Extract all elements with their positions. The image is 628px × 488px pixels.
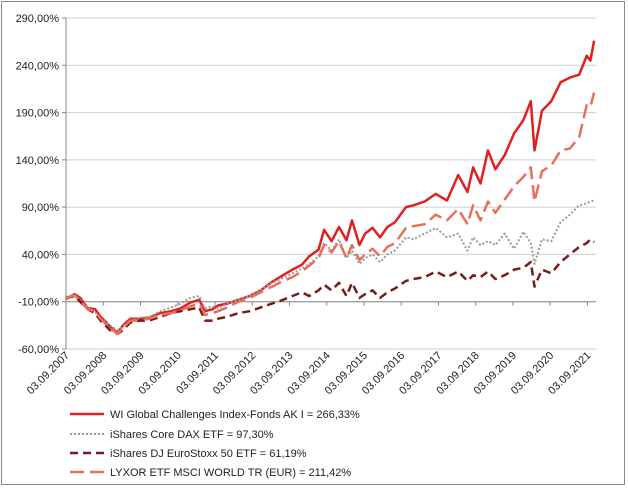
legend-entry: LYXOR ETF MSCI WORLD TR (EUR) = 211,42% xyxy=(110,467,351,479)
y-tick-label: -60,00% xyxy=(18,344,59,356)
legend-entry: iShares DJ EuroStoxx 50 ETF = 61,19% xyxy=(110,448,307,460)
legend-entry: iShares Core DAX ETF = 97,30% xyxy=(110,429,274,441)
series-line xyxy=(65,92,596,336)
y-tick-label: 240,00% xyxy=(16,60,60,72)
y-tick-label: 90,00% xyxy=(22,202,60,214)
y-tick-label: 190,00% xyxy=(16,108,60,120)
y-tick-label: 290,00% xyxy=(16,13,60,25)
y-tick-label: 140,00% xyxy=(16,155,60,167)
legend-entry: WI Global Challenges Index-Fonds AK I = … xyxy=(110,409,360,421)
series-line xyxy=(65,199,595,332)
y-tick-label: 40,00% xyxy=(22,249,60,261)
y-tick-label: -10,00% xyxy=(18,297,59,309)
series-line xyxy=(65,238,595,336)
